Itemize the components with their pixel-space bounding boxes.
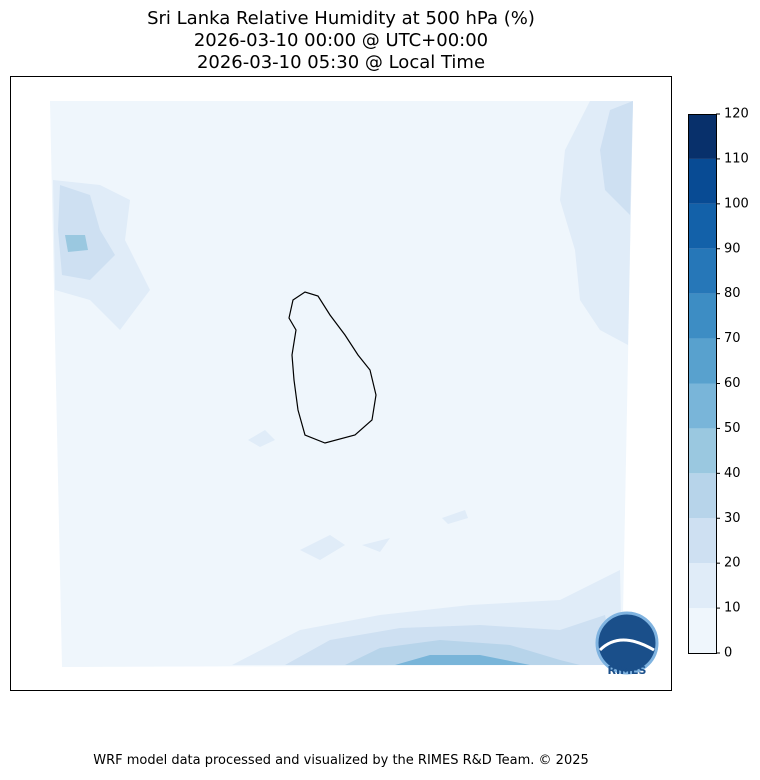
- colorbar-tick-label: 20: [724, 556, 741, 571]
- colorbar-tick-label: 90: [724, 241, 741, 256]
- logo: RIMES: [595, 611, 659, 677]
- colorbar-frame: [688, 114, 717, 654]
- colorbar-level: [688, 158, 716, 204]
- colorbar-level: [688, 248, 716, 294]
- colorbar-tick-label: 100: [724, 196, 749, 211]
- colorbar-level: [688, 383, 716, 429]
- colorbar-level: [688, 203, 716, 249]
- colorbar-level: [688, 428, 716, 474]
- title-line: 2026-03-10 05:30 @ Local Time: [197, 52, 485, 73]
- colorbar-tick-label: 40: [724, 466, 741, 481]
- colorbar-tick-label: 30: [724, 511, 741, 526]
- colorbar-tick-label: 120: [724, 107, 749, 122]
- colorbar-tick-label: 0: [724, 646, 732, 661]
- colorbar-level: [688, 293, 716, 339]
- colorbar-level: [688, 563, 716, 609]
- colorbar-level: [688, 473, 716, 519]
- colorbar-tick-label: 60: [724, 376, 741, 391]
- colorbar-level: [688, 518, 716, 564]
- title-line: 2026-03-10 00:00 @ UTC+00:00: [194, 30, 488, 51]
- coastline: [288, 291, 377, 444]
- colorbar-tick-label: 80: [724, 286, 741, 301]
- colorbar-tick-label: 70: [724, 331, 741, 346]
- footer: WRF model data processed and visualized …: [93, 753, 589, 768]
- colorbar-tick-label: 50: [724, 421, 741, 436]
- colorbar-tick-label: 10: [724, 601, 741, 616]
- colorbar-level: [688, 338, 716, 384]
- colorbar-level: [688, 114, 716, 159]
- colorbar-level: [688, 608, 716, 653]
- title-line: Sri Lanka Relative Humidity at 500 hPa (…: [147, 8, 535, 29]
- logo-text: RIMES: [608, 664, 647, 677]
- humidity-field: [50, 101, 633, 667]
- colorbar-tick-label: 110: [724, 151, 749, 166]
